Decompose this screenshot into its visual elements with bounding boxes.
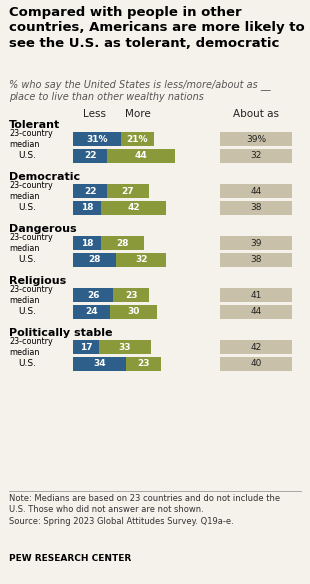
Bar — [101, 201, 166, 215]
Bar — [220, 357, 292, 371]
Text: 27: 27 — [122, 186, 134, 196]
Text: Note: Medians are based on 23 countries and do not include the
U.S. Those who di: Note: Medians are based on 23 countries … — [9, 494, 280, 526]
Text: 41: 41 — [250, 290, 262, 300]
Text: 18: 18 — [81, 203, 93, 213]
Text: U.S.: U.S. — [18, 151, 36, 161]
Text: % who say the United States is less/more/about as __
place to live than other we: % who say the United States is less/more… — [9, 79, 271, 102]
Bar — [220, 149, 292, 163]
Text: U.S.: U.S. — [18, 256, 36, 265]
Bar — [101, 236, 144, 250]
Text: Tolerant: Tolerant — [9, 120, 60, 130]
Text: 44: 44 — [250, 186, 262, 196]
Text: U.S.: U.S. — [18, 360, 36, 369]
Text: 23-country
median: 23-country median — [9, 182, 53, 200]
Text: Less: Less — [83, 109, 107, 119]
Bar — [73, 236, 101, 250]
Text: 21%: 21% — [126, 134, 148, 144]
Text: More: More — [125, 109, 151, 119]
Bar — [99, 340, 150, 354]
Bar — [73, 288, 113, 302]
Text: 39: 39 — [250, 238, 262, 248]
Text: 18: 18 — [81, 238, 93, 248]
Text: PEW RESEARCH CENTER: PEW RESEARCH CENTER — [9, 554, 131, 563]
Text: 23-country
median: 23-country median — [9, 286, 53, 304]
Text: 23: 23 — [125, 290, 137, 300]
Text: 22: 22 — [84, 151, 96, 161]
Bar — [220, 340, 292, 354]
Text: Democratic: Democratic — [9, 172, 80, 182]
Text: 22: 22 — [84, 186, 96, 196]
Bar — [73, 357, 126, 371]
Bar — [126, 357, 161, 371]
Text: Compared with people in other
countries, Americans are more likely to
see the U.: Compared with people in other countries,… — [9, 6, 305, 50]
Text: 32: 32 — [250, 151, 262, 161]
Bar — [220, 201, 292, 215]
Text: 28: 28 — [116, 238, 129, 248]
Text: 34: 34 — [93, 360, 106, 369]
Text: 40: 40 — [250, 360, 262, 369]
Bar — [107, 149, 175, 163]
Text: 38: 38 — [250, 203, 262, 213]
Bar — [73, 340, 99, 354]
Bar — [220, 288, 292, 302]
Bar — [220, 305, 292, 319]
Bar — [73, 253, 116, 267]
Text: 33: 33 — [119, 342, 131, 352]
Text: 17: 17 — [80, 342, 92, 352]
Text: 24: 24 — [85, 308, 98, 317]
Text: 32: 32 — [135, 256, 148, 265]
Text: U.S.: U.S. — [18, 203, 36, 213]
Bar — [220, 132, 292, 146]
Text: 44: 44 — [135, 151, 148, 161]
Text: 28: 28 — [88, 256, 101, 265]
Text: 26: 26 — [87, 290, 100, 300]
Text: Dangerous: Dangerous — [9, 224, 77, 234]
Text: About as: About as — [233, 109, 279, 119]
Bar — [73, 132, 121, 146]
Text: 23: 23 — [137, 360, 150, 369]
Text: 39%: 39% — [246, 134, 266, 144]
Text: U.S.: U.S. — [18, 308, 36, 317]
Text: Politically stable: Politically stable — [9, 328, 113, 338]
Text: 23-country
median: 23-country median — [9, 338, 53, 356]
Text: Religious: Religious — [9, 276, 66, 286]
Bar — [220, 236, 292, 250]
Bar — [116, 253, 166, 267]
Text: 23-country
median: 23-country median — [9, 130, 53, 148]
Text: 31%: 31% — [86, 134, 108, 144]
Text: 42: 42 — [250, 342, 262, 352]
Bar — [73, 149, 107, 163]
Bar — [107, 184, 149, 198]
Bar — [73, 184, 107, 198]
Text: 30: 30 — [127, 308, 140, 317]
Text: 38: 38 — [250, 256, 262, 265]
Bar — [110, 305, 157, 319]
Bar — [113, 288, 149, 302]
Text: 23-country
median: 23-country median — [9, 234, 53, 252]
Text: 44: 44 — [250, 308, 262, 317]
Bar — [73, 305, 110, 319]
Bar — [220, 253, 292, 267]
Bar — [220, 184, 292, 198]
Bar — [73, 201, 101, 215]
Text: 42: 42 — [127, 203, 140, 213]
Bar — [121, 132, 153, 146]
